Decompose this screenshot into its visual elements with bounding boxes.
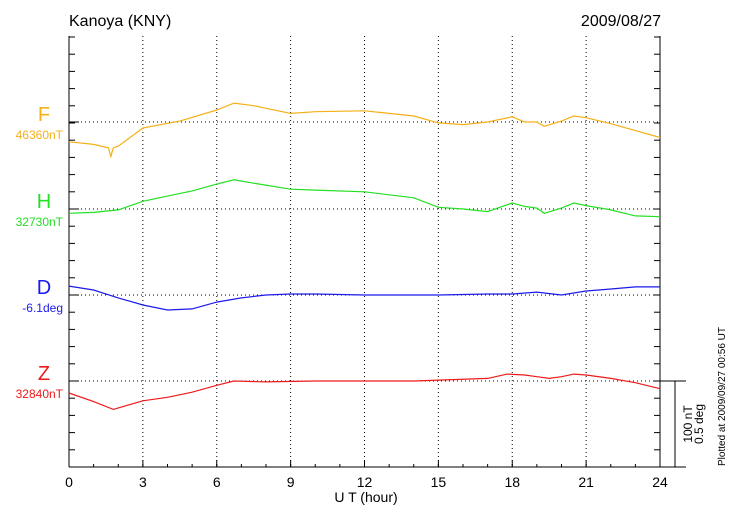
x-tick-label: 18: [504, 474, 520, 490]
x-tick-labels: 0 3 6 9 12 15 18 21 24: [65, 474, 668, 490]
series-name-Z: Z: [38, 363, 50, 385]
grid: [69, 36, 660, 467]
scale-bar: 100 nT 0.5 deg: [660, 380, 706, 468]
plotted-note: Plotted at 2009/09/27 00:56 UT: [717, 327, 728, 466]
series-line-H: [68, 179, 661, 218]
chart-title: Kanoya (KNY): [69, 13, 171, 30]
x-tick-label: 6: [213, 474, 221, 490]
x-tick-label: 12: [357, 474, 373, 490]
chart-date: 2009/08/27: [581, 13, 661, 30]
series-line-F: [68, 102, 661, 159]
series-name-F: F: [38, 104, 50, 126]
series-line-D: [68, 285, 660, 311]
series-name-D: D: [37, 277, 51, 299]
baseline-value-F: 46360nT: [16, 128, 64, 142]
x-tick-label: 3: [139, 474, 147, 490]
scale-deg-label: 0.5 deg: [692, 404, 706, 444]
series-line-Z: [68, 373, 661, 411]
baseline-value-D: -6.1deg: [22, 301, 63, 315]
baseline-value-H: 32730nT: [16, 215, 64, 229]
x-axis-label: U T (hour): [334, 489, 397, 505]
x-tick-label: 9: [287, 474, 295, 490]
x-tick-label: 0: [65, 474, 73, 490]
series-name-H: H: [37, 191, 51, 213]
x-tick-label: 24: [652, 474, 668, 490]
scale-nT-label: 100 nT: [681, 405, 695, 443]
series-labels: F 46360nT H 32730nT D -6.1deg Z 32840nT: [16, 104, 64, 401]
axes: [68, 36, 661, 468]
x-tick-label: 15: [431, 474, 447, 490]
baseline-value-Z: 32840nT: [16, 387, 64, 401]
x-tick-label: 21: [578, 474, 594, 490]
series-lines: [68, 102, 661, 411]
